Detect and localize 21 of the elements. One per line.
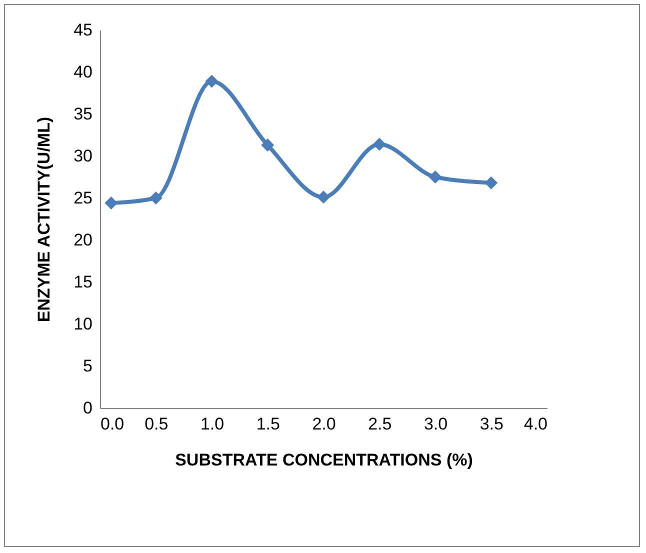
x-tick-label: 2.5 xyxy=(368,414,392,434)
x-tick-label: 0.0 xyxy=(100,414,124,434)
x-tick-label: 4.0 xyxy=(524,414,548,434)
y-tick-label: 40 xyxy=(74,62,92,82)
x-tick-label: 0.5 xyxy=(144,414,168,434)
y-axis-title: ENZYME ACTIVITY(U/ML) xyxy=(34,116,54,322)
y-tick-label: 15 xyxy=(74,272,92,292)
y-tick-label: 0 xyxy=(83,398,92,418)
y-tick-label: 30 xyxy=(74,146,92,166)
x-tick-label: 2.0 xyxy=(312,414,336,434)
x-axis-title: SUBSTRATE CONCENTRATIONS (%) xyxy=(175,450,473,470)
y-tick-label: 25 xyxy=(74,188,92,208)
y-tick-label: 10 xyxy=(74,314,92,334)
y-tick-label: 20 xyxy=(74,230,92,250)
x-tick-label: 3.0 xyxy=(424,414,448,434)
x-tick-label: 1.5 xyxy=(256,414,280,434)
y-tick-label: 5 xyxy=(83,356,92,376)
y-tick-label: 45 xyxy=(74,20,92,40)
x-tick-label: 3.5 xyxy=(480,414,504,434)
y-tick-label: 35 xyxy=(74,104,92,124)
x-tick-label: 1.0 xyxy=(200,414,224,434)
